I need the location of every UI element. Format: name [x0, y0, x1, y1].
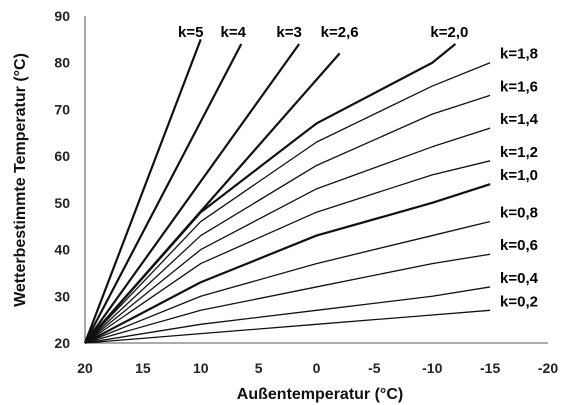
y-axis-title: Wetterbestimmte Temperatur (°C): [12, 53, 29, 307]
series-line-k-0-4: [84, 286, 491, 344]
series-label-k-4: k=4: [221, 24, 247, 41]
series-group: [83, 38, 491, 344]
series-label-k-1-6: k=1,6: [500, 78, 538, 95]
series-label-k-1-8: k=1,8: [500, 46, 538, 63]
series-label-k-0-6: k=0,6: [500, 237, 538, 254]
series-label-k-0-2: k=0,2: [500, 293, 538, 310]
x-tick-label: -20: [538, 360, 558, 376]
series-line-k-4: [84, 43, 243, 344]
y-tick-label: 90: [54, 8, 70, 24]
series-line-k-0-2: [84, 309, 491, 344]
y-tick-label: 40: [54, 242, 70, 258]
series-line-k-5: [83, 38, 202, 344]
series-line-k-1-8: [84, 62, 491, 344]
series-label-k-1-4: k=1,4: [500, 111, 539, 128]
x-tick-label: 20: [77, 360, 93, 376]
series-line-k-1-0: [84, 183, 491, 344]
y-tick-label: 30: [54, 288, 70, 304]
series-label-k-2-6: k=2,6: [321, 24, 359, 41]
series-label-k-0-8: k=0,8: [500, 205, 538, 222]
series-line-k-0-6: [84, 253, 491, 344]
series-label-k-2-0: k=2,0: [430, 24, 468, 41]
x-tick-label: 5: [255, 360, 263, 376]
x-tick-labels: 20 15 10 5 0 -5 -10 -15 -20: [77, 360, 558, 376]
series-label-k-1-2: k=1,2: [500, 144, 538, 161]
series-label-k-3: k=3: [276, 24, 301, 41]
series-label-k-0-4: k=0,4: [500, 270, 539, 287]
y-tick-label: 20: [54, 335, 70, 351]
x-tick-label: 15: [135, 360, 151, 376]
x-tick-label: -5: [368, 360, 381, 376]
y-tick-label: 60: [54, 148, 70, 164]
series-line-k-1-6: [84, 94, 491, 344]
x-tick-label: 10: [193, 360, 209, 376]
x-tick-label: -10: [422, 360, 442, 376]
x-tick-label: 0: [313, 360, 321, 376]
y-tick-labels: 20 30 40 50 60 70 80 90: [54, 8, 70, 351]
series-line-k-2-0: [84, 43, 457, 344]
series-line-k-3: [84, 43, 301, 344]
axes: [84, 16, 548, 344]
y-tick-label: 80: [54, 55, 70, 71]
series-line-k-1-4: [84, 127, 491, 344]
series-line-k-1-2: [84, 160, 491, 344]
series-label-k-1-0: k=1,0: [500, 167, 538, 184]
y-tick-label: 50: [54, 195, 70, 211]
series-label-k-5: k=5: [178, 24, 203, 41]
curve-labels: k=5 k=4 k=3 k=2,6 k=2,0 k=1,8 k=1,6 k=1,4 k=1,2 k…: [178, 24, 539, 310]
x-tick-label: -15: [480, 360, 500, 376]
x-axis-title: Außentemperatur (°C): [237, 386, 403, 403]
y-tick-label: 70: [54, 101, 70, 117]
series-line-k-0-8: [84, 220, 491, 344]
